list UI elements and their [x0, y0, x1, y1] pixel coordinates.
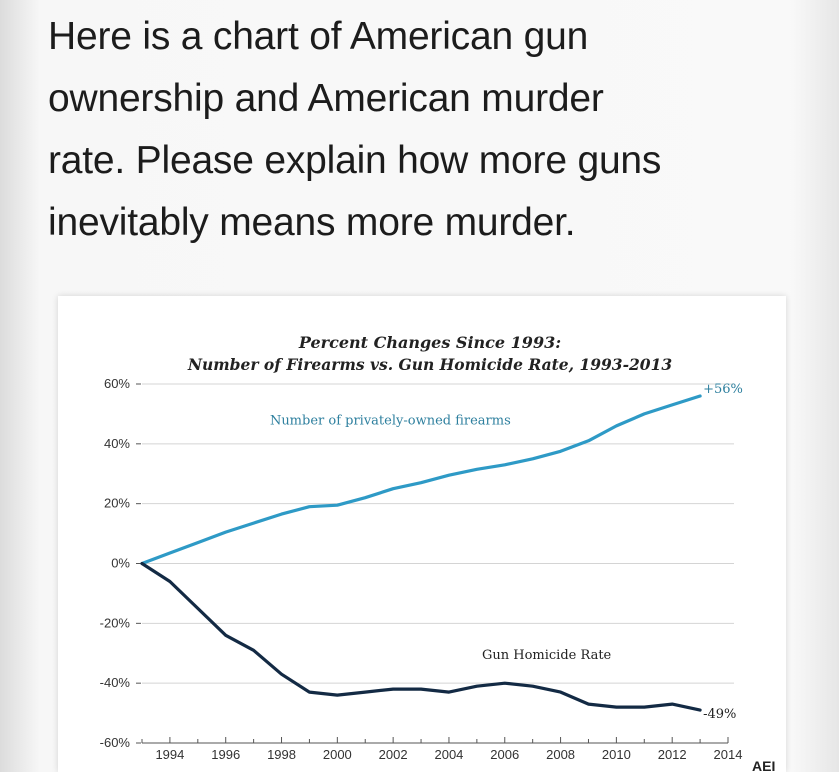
corner-logo-mark: AEI [752, 760, 776, 772]
x-tick-label: 2012 [658, 747, 687, 762]
firearms-series-label: Number of privately-owned firearms [270, 413, 511, 428]
x-tick-label: 2004 [434, 747, 463, 762]
y-tick-label: -40% [100, 675, 131, 690]
post-caption: Here is a chart of American gun ownershi… [48, 6, 808, 254]
homicide-end-label: -49% [703, 707, 736, 722]
y-tick-label: 0% [111, 556, 130, 571]
chart-subtitle: Number of Firearms vs. Gun Homicide Rate… [187, 355, 673, 374]
line-chart: Percent Changes Since 1993: Number of Fi… [100, 333, 743, 762]
y-tick-label: -20% [100, 615, 131, 630]
firearms-line [140, 394, 702, 566]
caption-line-2: ownership and American murder [48, 77, 604, 120]
caption-line-4: inevitably means more murder. [48, 201, 576, 244]
grid-lines [142, 383, 734, 684]
chart-card: Percent Changes Since 1993: Number of Fi… [58, 296, 786, 772]
x-tick-label: 2014 [714, 747, 743, 762]
x-tick-label: 1996 [211, 747, 240, 762]
firearms-end-label: +56% [703, 382, 743, 397]
y-tick-label: 60% [104, 376, 130, 391]
x-tick-label: 2010 [602, 747, 631, 762]
y-tick-label: -60% [100, 735, 131, 750]
x-tick-label: 1994 [155, 747, 184, 762]
homicide-line [140, 561, 702, 712]
axes: 60% 40% 20% 0% -20% -40% -60% 1994 1996 1998 2000 2… [100, 376, 743, 762]
caption-line-3: rate. Please explain how more guns [48, 139, 662, 182]
series-lines [140, 394, 702, 712]
homicide-series-label: Gun Homicide Rate [482, 648, 612, 663]
x-tick-label: 2000 [323, 747, 352, 762]
x-tick-label: 2002 [379, 747, 408, 762]
series-labels: +56% -49% Number of privately-owned firear… [270, 382, 743, 722]
chart-title: Percent Changes Since 1993: [298, 333, 561, 352]
x-tick-label: 2006 [490, 747, 519, 762]
y-tick-label: 20% [104, 496, 130, 511]
y-tick-label: 40% [104, 436, 130, 451]
x-tick-label: 1998 [267, 747, 296, 762]
caption-line-1: Here is a chart of American gun [48, 15, 589, 58]
x-tick-label: 2008 [546, 747, 575, 762]
